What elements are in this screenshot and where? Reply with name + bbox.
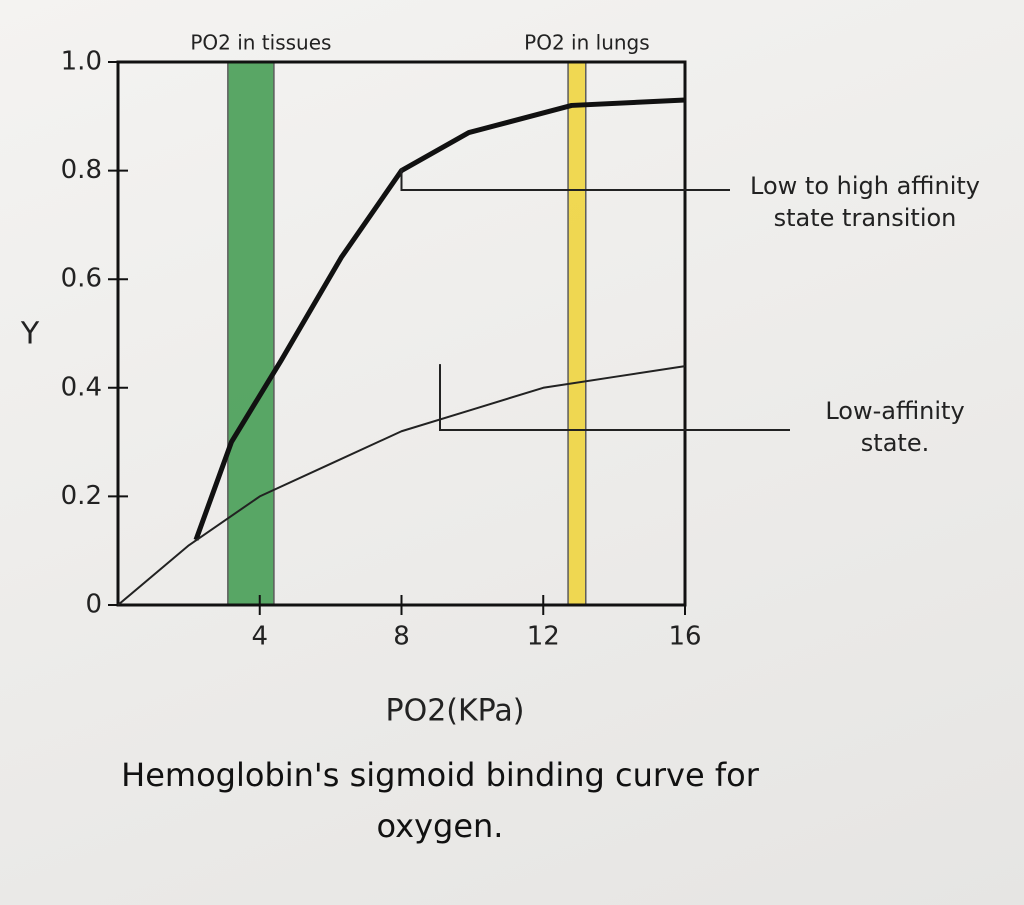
curve <box>193 97 686 541</box>
y-tick-label: 0.4 <box>61 372 102 402</box>
annotation: Low-affinity state. <box>825 397 965 458</box>
y-tick-label: 0 <box>85 590 102 620</box>
y-tick-label: 0.6 <box>61 264 102 294</box>
annotation-pointer <box>439 364 790 431</box>
y-tick-label: 1.0 <box>61 47 102 77</box>
annotation-pointer <box>400 168 730 191</box>
x-tick-label: 8 <box>393 622 410 652</box>
band <box>227 61 275 606</box>
band-label: PO2 in tissues <box>190 31 331 55</box>
x-tick-label: 4 <box>251 622 268 652</box>
y-axis-label: Y <box>20 317 40 352</box>
annotation: Low to high affinity state transition <box>750 172 980 233</box>
band <box>567 61 587 606</box>
x-axis-label: PO2(KPa) <box>386 694 525 729</box>
y-tick-label: 0.2 <box>61 481 102 511</box>
curve <box>117 365 686 606</box>
chart-title: Hemoglobin's sigmoid binding curve for o… <box>121 756 759 846</box>
x-tick-label: 16 <box>668 622 701 652</box>
y-tick-label: 0.8 <box>61 155 102 185</box>
band-label: PO2 in lungs <box>524 31 650 55</box>
x-tick-label: 12 <box>527 622 560 652</box>
